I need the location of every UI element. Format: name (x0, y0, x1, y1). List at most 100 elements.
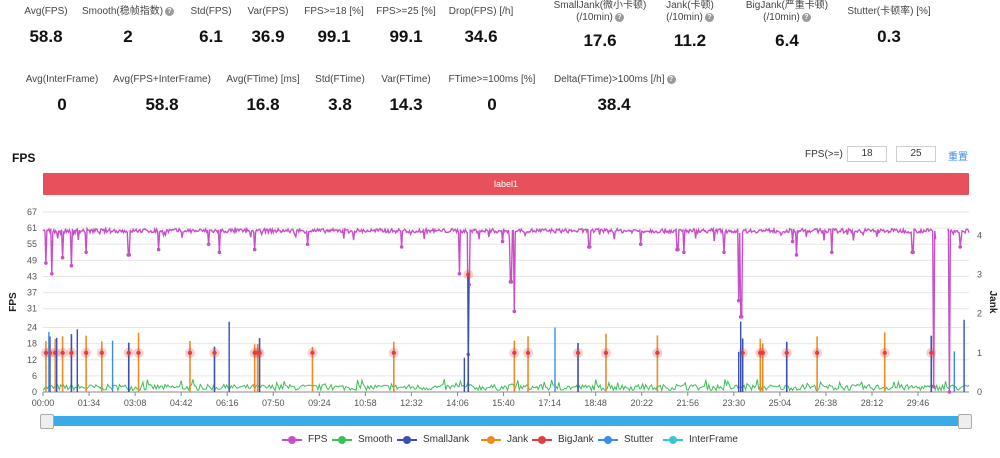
metric-value: 36.9 (251, 27, 285, 46)
fps-dip-point (399, 245, 404, 249)
metric-r1-9: BigJank(严重卡顿) (/10min)? 6.4 (727, 0, 847, 51)
fps-threshold-input-1[interactable] (847, 146, 887, 162)
x-tick-label: 25:04 (769, 398, 792, 408)
bigjank-marker[interactable] (929, 350, 934, 356)
bigjank-marker[interactable] (69, 350, 74, 356)
metric-label-text: Var(FPS) (247, 6, 289, 17)
bigjank-marker[interactable] (310, 350, 315, 356)
bigjank-marker[interactable] (60, 350, 65, 356)
x-tick-label: 01:34 (78, 398, 101, 408)
metric-label-text: Smooth(稳帧指数) (81, 6, 164, 17)
legend-label: FPS (308, 434, 328, 445)
help-icon[interactable]: ? (704, 12, 714, 22)
x-tick-label: 29:46 (907, 398, 930, 408)
bigjank-marker[interactable] (882, 350, 887, 356)
metric-label: SmallJank(微小卡顿) (/10min)? (540, 0, 660, 24)
scroller-handle-right[interactable] (958, 414, 972, 429)
scroller-handle-left[interactable] (40, 414, 54, 429)
x-tick-label: 17:14 (538, 398, 561, 408)
metric-label-text: Stutter(卡顿率) [%] (847, 6, 931, 17)
metric-value: 0 (487, 95, 497, 114)
fps-dip-point (69, 263, 74, 268)
bigjank-marker[interactable] (136, 350, 141, 356)
metric-r1-2: Std(FPS) 6.1 (151, 6, 271, 47)
metric-value: 58.8 (29, 27, 63, 46)
legend-label: BigJank (558, 434, 594, 445)
bigjank-marker[interactable] (814, 350, 820, 356)
fps-threshold-label: FPS(>=) (805, 149, 843, 160)
y-tick-label: 61 (27, 223, 37, 233)
x-tick-label: 18:48 (584, 398, 607, 408)
metric-label: Drop(FPS) [/h] (421, 6, 541, 18)
metric-label: Jank(卡顿) (/10min)? (630, 0, 750, 24)
legend-marker (487, 436, 495, 444)
help-icon[interactable]: ? (165, 6, 175, 16)
fps-dip-point (206, 242, 211, 247)
metric-r1-0: Avg(FPS) 58.8 (0, 6, 106, 47)
bigjank-marker[interactable] (512, 350, 517, 356)
time-range-scroller[interactable] (40, 414, 972, 429)
bigjank-marker[interactable] (83, 350, 89, 356)
metric-r1-10: Stutter(卡顿率) [%] 0.3 (829, 6, 949, 47)
x-tick-label: 21:56 (677, 398, 700, 408)
bigjank-marker[interactable] (99, 350, 104, 356)
metric-label-text: Std(FPS) (190, 6, 232, 17)
bigjank-marker[interactable] (187, 350, 193, 356)
metric-value: 11.2 (673, 31, 707, 50)
fps-dip-point (739, 314, 744, 319)
y2-axis-title: Jank (987, 291, 998, 314)
fps-dip-point (500, 239, 505, 244)
metric-label-text: Avg(InterFrame) (25, 74, 99, 85)
metric-value: 6.4 (775, 31, 799, 50)
metric-r2-1: Avg(FPS+InterFrame) 58.8 (102, 74, 222, 115)
reset-button[interactable]: 重置 (948, 152, 968, 163)
bigjank-marker[interactable] (391, 350, 397, 356)
metric-label-text: Var(FTime) (381, 74, 431, 85)
bigjank-marker[interactable] (655, 350, 660, 356)
fps-dip-point (84, 250, 88, 255)
label-bar[interactable]: label1 (43, 173, 969, 195)
fps-dip-point (587, 245, 592, 249)
fps-dip-point (794, 253, 799, 257)
x-tick-label: 23:30 (723, 398, 746, 408)
legend-marker (403, 436, 411, 444)
bigjank-marker[interactable] (575, 350, 581, 356)
metric-label: Var(FTime) (346, 74, 466, 86)
y-tick-label: 12 (27, 355, 37, 365)
bigjank-marker[interactable] (43, 350, 49, 356)
metric-label: BigJank(严重卡顿) (/10min)? (727, 0, 847, 24)
y-tick-label: 6 (32, 371, 37, 381)
bigjank-marker[interactable] (784, 350, 789, 356)
metric-label: Stutter(卡顿率) [%] (829, 6, 949, 18)
metric-label-text: Drop(FPS) [/h] (448, 6, 514, 17)
bigjank-marker[interactable] (603, 350, 609, 356)
fps-dip-point (509, 280, 514, 284)
scroller-track[interactable] (43, 416, 969, 426)
help-icon[interactable]: ? (666, 74, 676, 84)
metric-value: 0.3 (877, 27, 901, 46)
y-axis-title: FPS (8, 292, 19, 312)
metric-label: Var(FPS) (208, 6, 328, 18)
fps-series-line (42, 226, 937, 387)
bigjank-marker[interactable] (525, 350, 531, 356)
help-icon[interactable]: ? (801, 12, 811, 22)
bigjank-marker[interactable] (740, 350, 745, 356)
bigjank-marker[interactable] (257, 350, 262, 356)
legend-marker (669, 436, 677, 444)
bigjank-marker[interactable] (466, 272, 471, 277)
y2-tick-label: 4 (977, 230, 982, 240)
metric-r1-4: FPS>=18 [%] 99.1 (274, 6, 394, 47)
fps-threshold-input-2[interactable] (896, 146, 936, 162)
x-tick-label: 09:24 (308, 398, 331, 408)
fps-dip-point (638, 242, 643, 247)
help-icon[interactable]: ? (614, 12, 624, 22)
metric-label-text: Avg(FPS) (24, 6, 68, 17)
bigjank-marker[interactable] (212, 350, 217, 356)
metric-value: 34.6 (464, 27, 498, 46)
bigjank-marker[interactable] (126, 350, 131, 356)
metric-label: FPS>=25 [%] (346, 6, 466, 18)
metric-value: 17.6 (583, 31, 617, 50)
legend-marker (538, 436, 546, 444)
bigjank-marker[interactable] (760, 350, 765, 356)
